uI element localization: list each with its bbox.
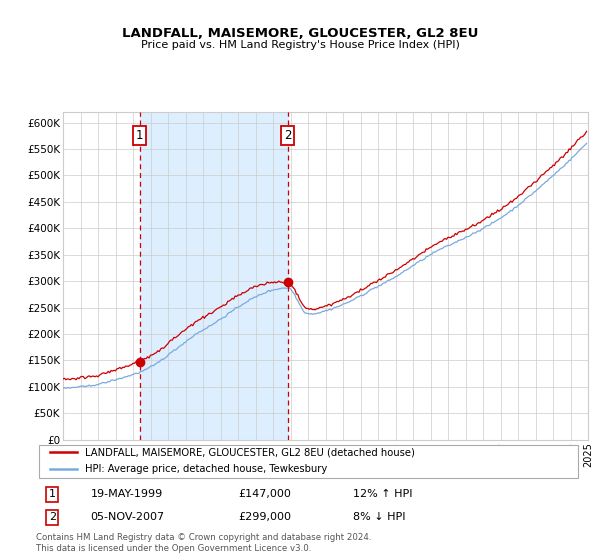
Text: £147,000: £147,000 <box>238 489 291 500</box>
Text: 1: 1 <box>49 489 56 500</box>
Text: 2: 2 <box>284 129 292 142</box>
Text: 05-NOV-2007: 05-NOV-2007 <box>91 512 165 522</box>
Text: £299,000: £299,000 <box>238 512 291 522</box>
Text: 2: 2 <box>49 512 56 522</box>
Text: 12% ↑ HPI: 12% ↑ HPI <box>353 489 412 500</box>
Text: HPI: Average price, detached house, Tewkesbury: HPI: Average price, detached house, Tewk… <box>85 464 328 474</box>
Text: LANDFALL, MAISEMORE, GLOUCESTER, GL2 8EU (detached house): LANDFALL, MAISEMORE, GLOUCESTER, GL2 8EU… <box>85 447 415 458</box>
Text: 19-MAY-1999: 19-MAY-1999 <box>91 489 163 500</box>
Text: LANDFALL, MAISEMORE, GLOUCESTER, GL2 8EU: LANDFALL, MAISEMORE, GLOUCESTER, GL2 8EU <box>122 27 478 40</box>
Text: Price paid vs. HM Land Registry's House Price Index (HPI): Price paid vs. HM Land Registry's House … <box>140 40 460 50</box>
Text: 8% ↓ HPI: 8% ↓ HPI <box>353 512 405 522</box>
Text: 1: 1 <box>136 129 143 142</box>
Text: Contains HM Land Registry data © Crown copyright and database right 2024.
This d: Contains HM Land Registry data © Crown c… <box>36 533 371 553</box>
FancyBboxPatch shape <box>39 445 578 478</box>
Bar <box>140 112 287 440</box>
